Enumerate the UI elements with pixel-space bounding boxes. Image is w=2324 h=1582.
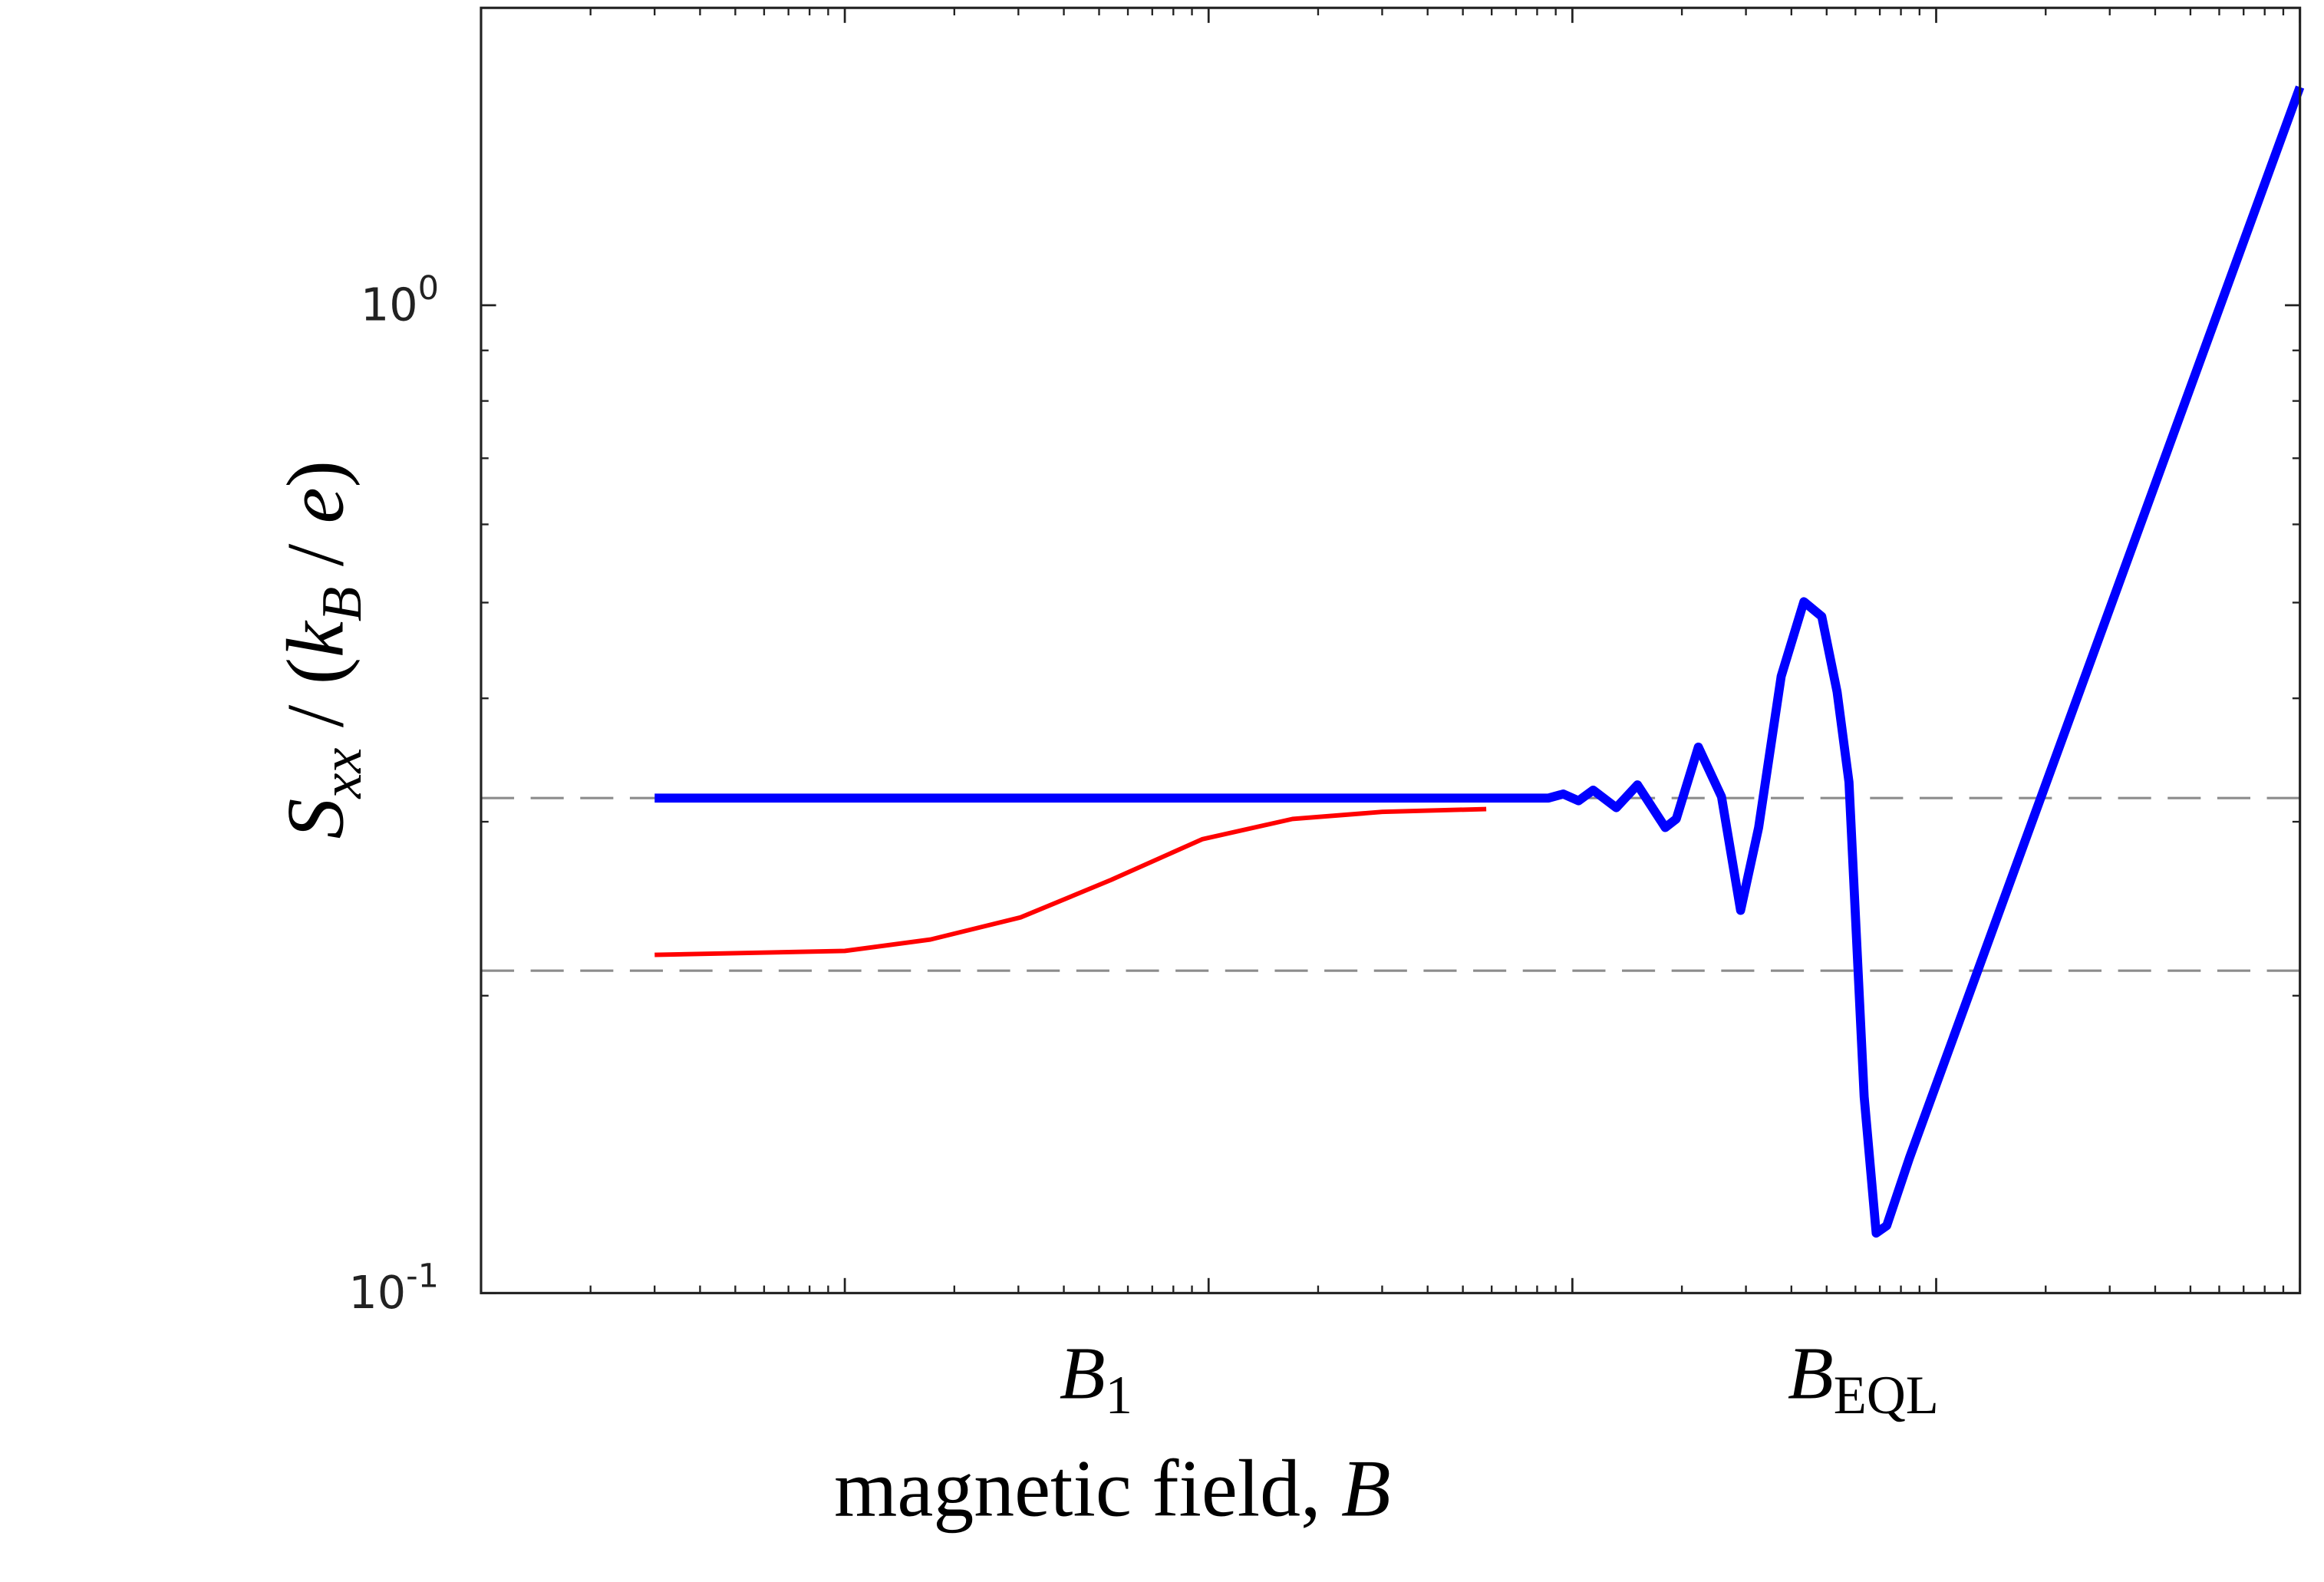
axes-frame [480, 6, 2302, 1294]
axis-label-part: B [1341, 1443, 1391, 1533]
axis-label-part: S [271, 799, 361, 839]
y-tick-exponent: -1 [406, 1257, 439, 1296]
data-line [654, 806, 1487, 957]
y-tick-base: 10 [348, 1266, 406, 1319]
x-axis-label: magnetic field, B [834, 1443, 1390, 1533]
axis-label-part: k [271, 620, 361, 658]
axis-label-part: ) [271, 460, 361, 487]
y-tick-exponent: 0 [418, 269, 439, 308]
annotation-sub: EQL [1834, 1366, 1939, 1425]
axis-label-part: / ( [271, 658, 361, 748]
annotation: B1 [1060, 1333, 1132, 1426]
y-tick-label: 10-1 [348, 1257, 439, 1319]
annotation-sub: 1 [1106, 1366, 1132, 1425]
annotation-main: B [1788, 1333, 1834, 1416]
y-axis-label: Sxx / (kB / e) [271, 460, 374, 839]
annotation: BEQL [1788, 1333, 1939, 1426]
y-tick-base: 10 [361, 278, 418, 331]
axis-label-part: xx [311, 748, 374, 799]
axis-label-part: magnetic field, [834, 1443, 1341, 1533]
axis-label-part: e [271, 487, 361, 523]
data-line [654, 85, 2305, 1238]
annotation-main: B [1060, 1333, 1106, 1416]
y-tick-label: 100 [361, 269, 439, 331]
axis-label-part: B [311, 587, 374, 621]
axis-label-part: / [271, 523, 361, 586]
